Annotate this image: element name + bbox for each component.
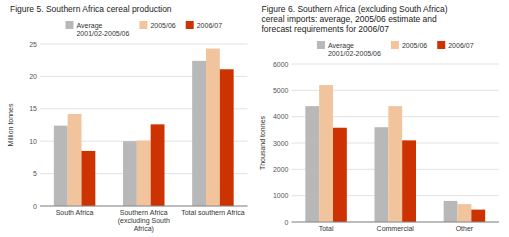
title: Figure 6. Southern Africa (excluding Sou… [262, 4, 448, 34]
bar [471, 210, 485, 222]
legend-label-line: 2006/07 [448, 42, 473, 49]
legend-swatch [437, 41, 445, 49]
legend-label: 2005/06 [150, 22, 175, 29]
y-tick-label: 5000 [273, 87, 289, 94]
legend-swatch [65, 21, 73, 29]
title-line: forecast requirements for 2006/07 [262, 24, 390, 34]
legend-label-line: 2005/06 [150, 22, 175, 29]
bar [54, 126, 68, 206]
grid-line [292, 64, 500, 65]
y-tick-label: 1000 [273, 192, 289, 199]
legend-label-line: Average [76, 22, 102, 30]
bar [305, 106, 319, 222]
x-tick-label: Total southern Africa [181, 209, 245, 216]
bar [192, 61, 206, 206]
chart: Figure 5. Southern Africa cereal product… [0, 0, 509, 237]
legend-swatch [317, 41, 325, 49]
x-tick-label-line: Africa) [134, 225, 154, 233]
bar [68, 114, 82, 206]
legend: Average2001/02-2005/06 2005/06 2006/07 [317, 41, 474, 57]
title: Figure 5. Southern Africa cereal product… [10, 4, 172, 14]
x-tick-label: Total [319, 225, 334, 232]
bars [54, 49, 234, 206]
x-axis-line [292, 222, 500, 223]
y-tick-label: 0 [33, 203, 37, 210]
legend-label-line: Average [328, 42, 354, 50]
legend-swatch [139, 21, 147, 29]
grid-line [40, 44, 248, 45]
legend-label: 2005/06 [402, 42, 427, 49]
x-tick-label: Commercial [377, 225, 415, 232]
y-tick-label: 6000 [273, 61, 289, 68]
legend-label-line: 2001/02-2005/06 [328, 50, 381, 57]
legend-label-line: 2006/07 [197, 22, 222, 29]
y-tick-label: 25 [29, 41, 37, 48]
bar [458, 204, 472, 222]
bar [220, 69, 234, 206]
x-tick-label: South Africa [56, 209, 94, 216]
bar [444, 201, 458, 222]
bar [82, 151, 96, 206]
legend: Average2001/02-2005/06 2005/06 2006/07 [65, 21, 222, 37]
bar [402, 140, 416, 222]
bar [137, 141, 151, 206]
x-tick-label-line: Commercial [377, 225, 415, 232]
x-tick-label-line: Other [456, 225, 474, 232]
x-tick-label: Southern Africa(excluding SouthAfrica) [118, 209, 170, 233]
bar [333, 128, 347, 222]
bar [375, 127, 389, 222]
legend-label: Average2001/02-2005/06 [328, 42, 381, 57]
bar [388, 106, 402, 222]
legend-label: 2006/07 [448, 42, 473, 49]
bar [206, 49, 220, 206]
y-tick-label: 4000 [273, 113, 289, 120]
y-tick-label: 20 [29, 73, 37, 80]
y-tick-label: 5 [33, 170, 37, 177]
title-line: Figure 5. Southern Africa cereal product… [10, 4, 172, 14]
legend-swatch [391, 41, 399, 49]
y-axis-label: Thousand tonnes [259, 115, 266, 170]
x-axis-line [40, 206, 248, 207]
legend-label: Average2001/02-2005/06 [76, 22, 129, 37]
bar [123, 141, 137, 206]
grid-line [40, 206, 248, 207]
y-tick-label: 0 [285, 219, 289, 226]
title-line: Figure 6. Southern Africa (excluding Sou… [262, 4, 448, 14]
legend-label-line: 2005/06 [402, 42, 427, 49]
y-axis-label: Million tonnes [7, 103, 14, 146]
chart-panel: Figure 5. Southern Africa cereal product… [7, 4, 248, 233]
legend-label: 2006/07 [197, 22, 222, 29]
bars [305, 85, 485, 222]
x-tick-label-line: South Africa [56, 209, 94, 216]
x-tick-label-line: (excluding South [118, 217, 170, 225]
x-tick-label-line: Total [319, 225, 334, 232]
legend-swatch [186, 21, 194, 29]
y-tick-label: 2000 [273, 166, 289, 173]
y-tick-label: 10 [29, 138, 37, 145]
y-tick-label: 15 [29, 105, 37, 112]
bar [151, 124, 165, 206]
y-tick-label: 3000 [273, 140, 289, 147]
x-tick-label-line: Total southern Africa [181, 209, 245, 216]
chart-panel: Figure 6. Southern Africa (excluding Sou… [259, 4, 500, 232]
x-tick-label-line: Southern Africa [120, 209, 168, 216]
legend-label-line: 2001/02-2005/06 [76, 30, 129, 37]
title-line: cereal imports: average, 2005/06 estimat… [262, 14, 438, 24]
grid-line [292, 222, 500, 223]
x-tick-label: Other [456, 225, 474, 232]
bar [319, 85, 333, 222]
